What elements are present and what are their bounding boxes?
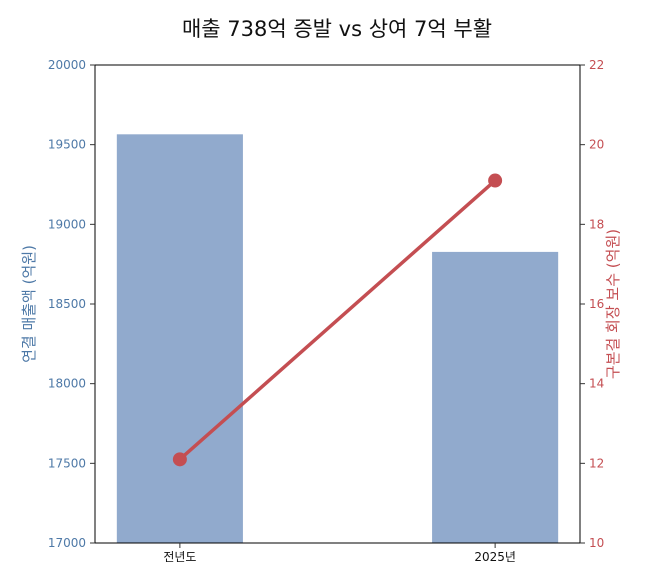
y-right-tick-label: 16	[589, 297, 604, 311]
y-left-tick-label: 20000	[48, 58, 86, 72]
y-axis-left-label: 연결 매출액 (억원)	[20, 245, 38, 363]
y-left-tick-label: 17000	[48, 536, 86, 550]
y-right-tick-label: 20	[589, 138, 604, 152]
y-right-tick-label: 14	[589, 377, 604, 391]
y-right-tick-label: 22	[589, 58, 604, 72]
x-tick-label: 2025년	[474, 550, 516, 564]
y-right-tick-label: 18	[589, 217, 604, 231]
line-point-2	[488, 173, 503, 188]
y-right-tick-label: 10	[589, 536, 604, 550]
y-left-tick-label: 19500	[48, 138, 86, 152]
y-left-tick-label: 19000	[48, 217, 86, 231]
chart-title: 매출 738억 증발 vs 상여 7억 부활	[182, 17, 492, 41]
plot-area: 17000 17500 18000 18500 19000 19500 20000 10 12 1…	[48, 58, 604, 564]
y-left-tick-label: 18500	[48, 297, 86, 311]
y-axis-right-label: 구본걸 회장 보수 (억원)	[604, 229, 622, 379]
line-series	[178, 178, 497, 462]
y-left-tick-label: 17500	[48, 456, 86, 470]
bar-2	[432, 251, 559, 543]
y-left-tick-label: 18000	[48, 377, 86, 391]
line-point-1	[172, 452, 187, 467]
bar-1	[116, 134, 243, 543]
x-tick-label: 전년도	[163, 550, 196, 564]
y-right-tick-label: 12	[589, 456, 604, 470]
